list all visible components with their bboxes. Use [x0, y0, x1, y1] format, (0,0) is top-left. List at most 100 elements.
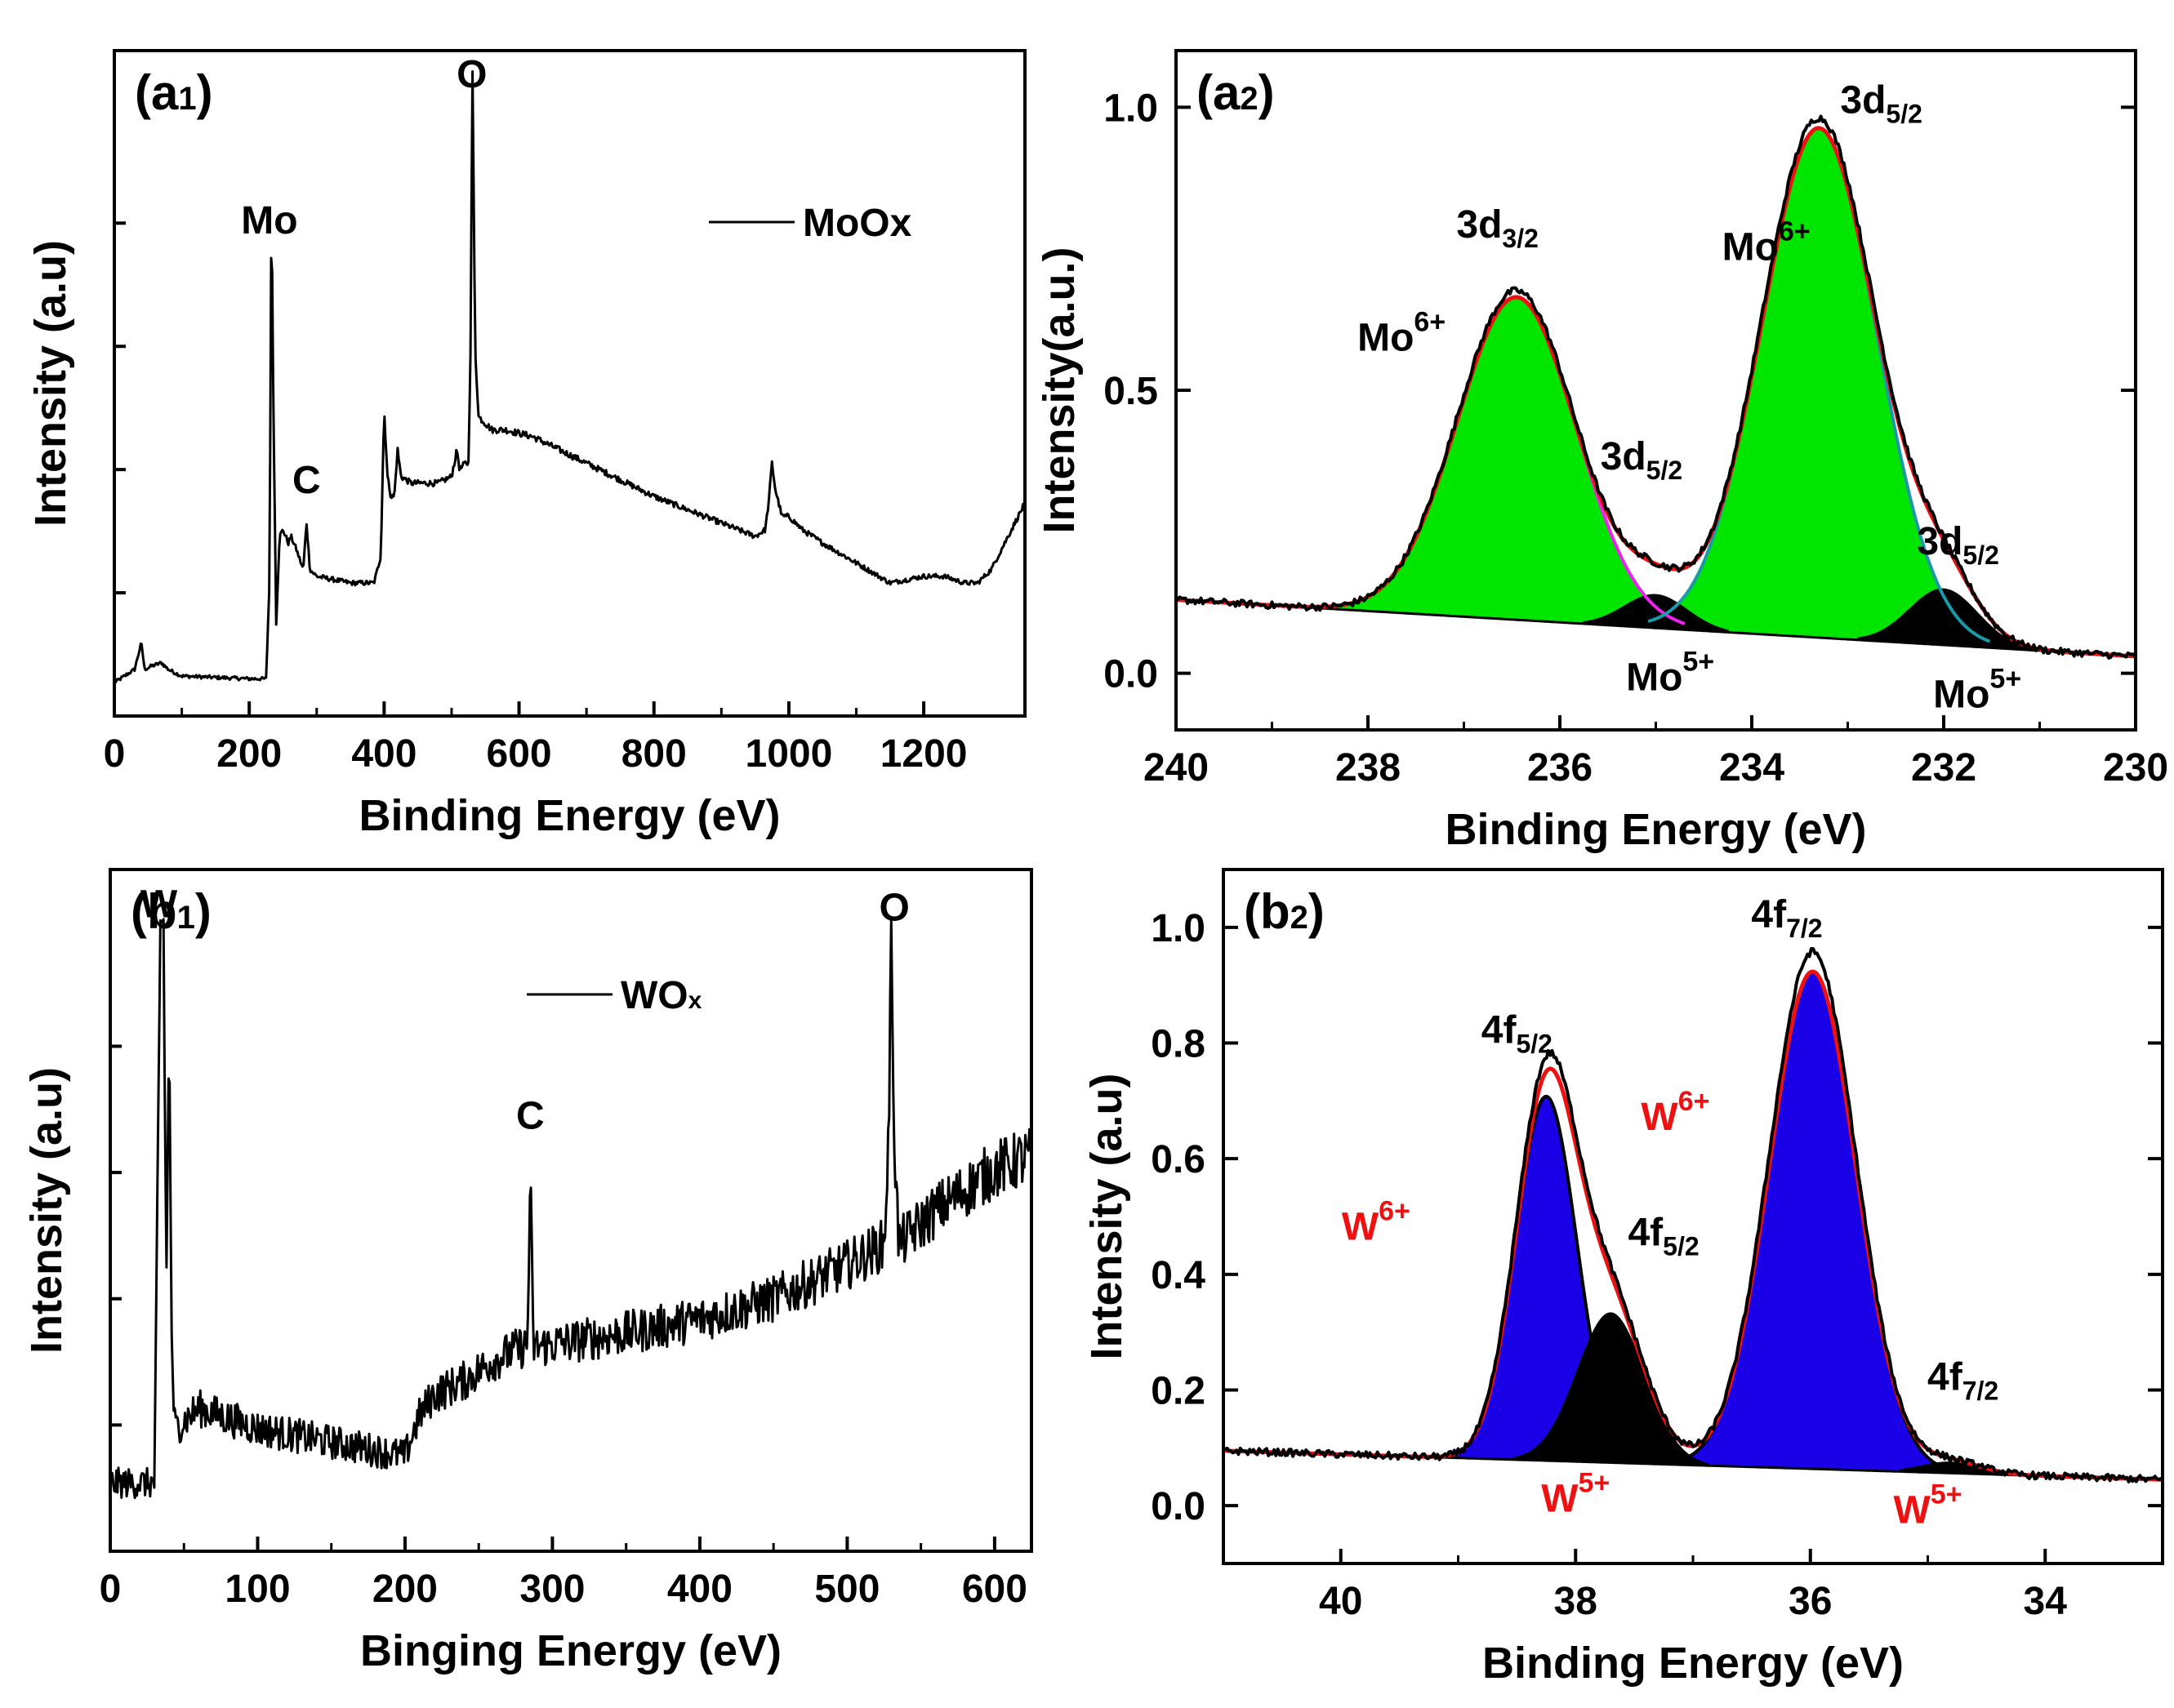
- a1-legend: MoOx: [709, 202, 912, 245]
- annotation-sup: 5+: [1579, 1467, 1610, 1498]
- panel-label-close: ): [1308, 884, 1325, 939]
- annotation-sub: 3/2: [1502, 224, 1538, 253]
- a2-y-axis-label: Intensity(a.u.): [1035, 247, 1084, 533]
- a2-raw-data-line: [1174, 114, 2137, 660]
- a2-y-tick-label: 1.0: [1103, 87, 1158, 130]
- b2-y-tick-label: 0.8: [1151, 1023, 1205, 1066]
- a2-x-tick-label: 238: [1335, 746, 1401, 790]
- a1-panel: 0 200 400 600 800 1000 1200 Binding Energy (eV)…: [26, 49, 1027, 840]
- panel-label-digit: 1: [178, 81, 196, 117]
- b1-y-axis-label: Intensity (a.u): [22, 1067, 71, 1354]
- b2-y-tick-label: 0.2: [1151, 1370, 1205, 1413]
- legend-main: WO: [621, 974, 688, 1017]
- a2-annotation: Mo6+: [1357, 306, 1446, 359]
- annotation-sub: 5/2: [1646, 456, 1682, 485]
- b2-raw-data-line: [1222, 947, 2163, 1483]
- b1-x-tick-label: 200: [372, 1568, 438, 1611]
- annotation-main: Mo: [1357, 316, 1414, 359]
- b1-panel: 0 100 200 300 400 500 600 Binging Energy (eV) In…: [22, 868, 1033, 1675]
- a2-annotation: 3d5/2: [1917, 520, 1999, 570]
- annotation-sup: 6+: [1678, 1086, 1710, 1117]
- b2-annotation: W6+: [1342, 1195, 1410, 1248]
- annotation-sub: 5/2: [1886, 99, 1922, 128]
- b1-panel-label: (b1): [131, 884, 212, 939]
- annotation-main: O: [879, 887, 909, 930]
- annotation-sup: 6+: [1414, 306, 1446, 337]
- a1-annotation: Mo: [241, 199, 297, 242]
- a2-component-area: [1857, 588, 2030, 651]
- b2-x-tick-label: 40: [1319, 1580, 1362, 1623]
- annotation-sup: 5+: [1931, 1479, 1962, 1510]
- a2-panel: 240 238 236 234 232 230 0.0 0.5 1.0 Binding Energ…: [1035, 49, 2168, 854]
- panel-label-close: ): [1259, 65, 1275, 120]
- b1-x-tick-label: 0: [100, 1568, 122, 1611]
- b1-annotation: C: [516, 1094, 545, 1137]
- panel-label-digit: 2: [1240, 81, 1258, 117]
- a1-x-tick-label: 600: [487, 732, 552, 776]
- b1-x-tick-label: 300: [519, 1568, 585, 1611]
- b2-panel-label: (b2): [1244, 884, 1325, 939]
- legend-sub: x: [688, 987, 702, 1014]
- a2-component-area: [1330, 296, 1704, 631]
- b1-x-axis-label: Binging Energy (eV): [360, 1626, 782, 1675]
- annotation-main: 4f: [1481, 1009, 1517, 1052]
- a2-annotation: Mo6+: [1722, 216, 1811, 269]
- b2-y-tick-label: 0.0: [1151, 1485, 1205, 1528]
- b2-annotation: W5+: [1541, 1467, 1610, 1520]
- a2-annotation: Mo5+: [1626, 646, 1714, 699]
- a1-x-tick-label: 1200: [880, 732, 968, 776]
- annotation-main: 4f: [1751, 893, 1787, 936]
- annotation-main: 4f: [1628, 1211, 1664, 1254]
- annotation-sup: 5+: [1682, 646, 1714, 677]
- b2-x-axis-label: Binding Energy (eV): [1482, 1639, 1904, 1688]
- b1-annotation: O: [879, 887, 909, 930]
- a1-x-tick-label: 0: [104, 732, 126, 776]
- annotation-main: Mo: [1933, 673, 1989, 716]
- b2-x-tick-label: 34: [2024, 1580, 2068, 1623]
- annotation-sup: 6+: [1779, 216, 1811, 247]
- a2-annotation: 3d3/2: [1456, 203, 1539, 253]
- a1-x-tick-label: 200: [216, 732, 282, 776]
- annotation-main: W: [1893, 1488, 1931, 1532]
- b2-x-tick-label: 36: [1789, 1580, 1832, 1623]
- b2-y-tick-label: 0.4: [1151, 1254, 1205, 1297]
- a1-panel-label: (a1): [135, 65, 213, 120]
- a1-plot-frame: [113, 49, 1027, 718]
- a2-component-area: [1630, 127, 2007, 649]
- panel-label-letter: (a: [1196, 65, 1241, 120]
- a2-x-tick-label: 240: [1143, 746, 1209, 790]
- a2-x-tick-label: 236: [1527, 746, 1593, 790]
- panel-label-close: ): [195, 884, 212, 939]
- panel-label-letter: (a: [135, 65, 179, 120]
- a1-series-line: [114, 70, 1027, 684]
- b2-y-axis-label: Intensity (a.u): [1082, 1073, 1131, 1359]
- annotation-main: W: [1342, 1205, 1379, 1248]
- b2-component-area: [1512, 1312, 1708, 1466]
- panel-label-close: ): [197, 65, 213, 120]
- b2-y-tick-label: 1.0: [1151, 907, 1205, 950]
- annotation-main: C: [292, 459, 321, 502]
- b1-x-tick-label: 600: [962, 1568, 1027, 1611]
- b1-plot-frame: [109, 868, 1033, 1553]
- b2-annotation: 4f7/2: [1751, 893, 1822, 943]
- a2-x-tick-label: 234: [1719, 746, 1784, 790]
- a2-annotation: 3d5/2: [1840, 78, 1922, 128]
- annotation-main: 3d: [1840, 78, 1886, 122]
- a1-y-axis-label: Intensity (a.u): [26, 240, 75, 527]
- annotation-main: C: [516, 1094, 545, 1137]
- a2-y-tick-label: 0.0: [1103, 653, 1158, 696]
- panel-label-digit: 1: [177, 900, 195, 936]
- b1-annotation: W: [140, 883, 178, 926]
- annotation-main: 3d: [1917, 520, 1962, 563]
- a2-x-tick-label: 230: [2103, 746, 2168, 790]
- a1-x-tick-label: 800: [621, 732, 687, 776]
- a2-background-line: [1175, 598, 2136, 658]
- annotation-sup: 6+: [1379, 1195, 1410, 1226]
- panel-label-digit: 2: [1290, 900, 1308, 936]
- a2-annotation: 3d5/2: [1601, 435, 1683, 485]
- annotation-main: W: [1541, 1477, 1579, 1520]
- annotation-sub: 7/2: [1786, 914, 1822, 943]
- a2-y-tick-label: 0.5: [1103, 370, 1158, 413]
- b2-y-tick-label: 0.6: [1151, 1138, 1205, 1181]
